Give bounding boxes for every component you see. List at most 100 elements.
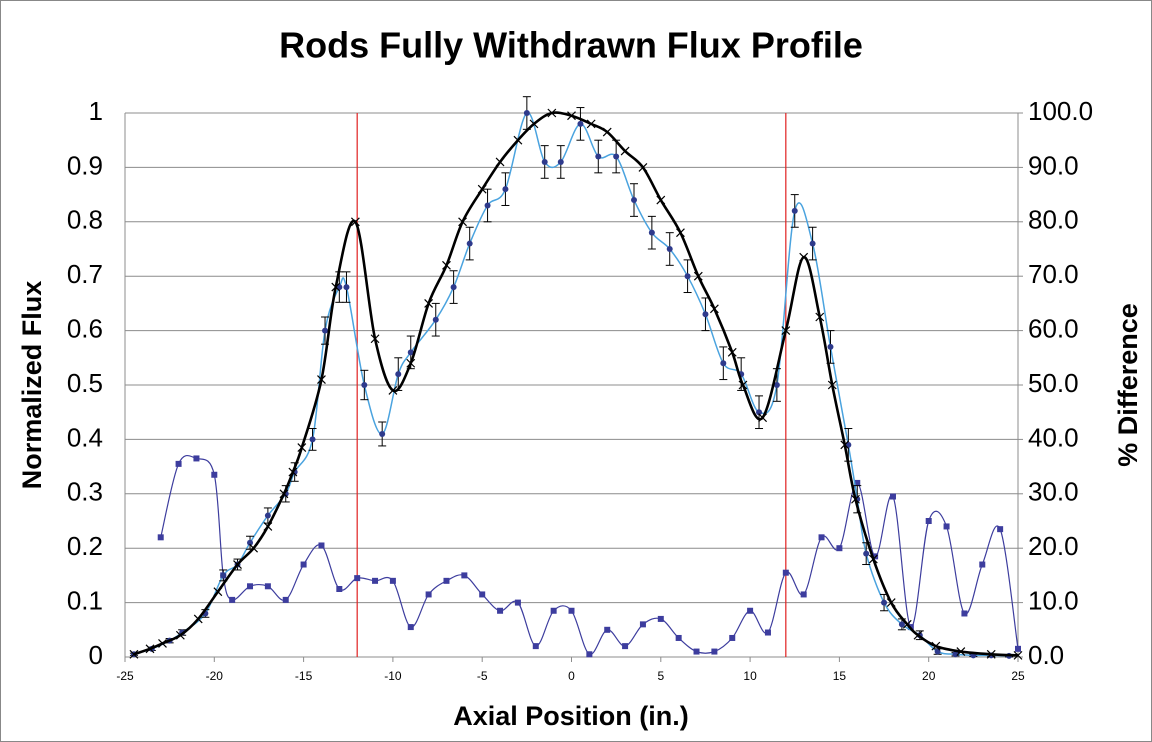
- marker: [282, 596, 289, 603]
- marker: [495, 157, 505, 167]
- marker: [720, 360, 727, 367]
- marker: [502, 186, 509, 193]
- marker: [523, 110, 530, 116]
- marker: [529, 119, 539, 129]
- y2-tick-label: 50.0: [1028, 368, 1079, 398]
- marker: [354, 575, 361, 582]
- marker: [956, 647, 966, 656]
- y-tick-label: 0: [89, 640, 103, 670]
- marker: [318, 542, 325, 549]
- y2-tick-label: 20.0: [1028, 531, 1079, 561]
- marker: [657, 615, 664, 622]
- marker: [889, 493, 896, 500]
- marker: [213, 587, 223, 597]
- x-tick-label: -15: [295, 669, 313, 683]
- marker: [702, 311, 709, 318]
- marker: [424, 298, 434, 308]
- marker: [586, 119, 596, 129]
- y-axis-title: Normalized Flux: [17, 281, 47, 490]
- chart-title: Rods Fully Withdrawn Flux Profile: [279, 25, 863, 66]
- marker: [595, 153, 602, 160]
- marker: [851, 494, 860, 504]
- marker: [479, 591, 486, 598]
- marker: [484, 202, 491, 209]
- y2-tick-label: 90.0: [1028, 150, 1079, 180]
- marker: [791, 207, 798, 214]
- marker: [952, 651, 959, 658]
- marker: [631, 197, 638, 204]
- x-tick-label: 0: [568, 669, 575, 683]
- y-tick-label: 0.3: [67, 477, 103, 507]
- marker: [395, 371, 402, 378]
- marker: [675, 634, 682, 641]
- marker: [656, 195, 666, 205]
- marker: [233, 560, 242, 569]
- marker: [931, 641, 941, 651]
- marker: [872, 553, 879, 560]
- marker: [370, 334, 380, 344]
- marker: [1015, 645, 1021, 652]
- x-tick-label: 20: [922, 669, 936, 683]
- marker: [902, 619, 912, 629]
- marker: [961, 610, 968, 617]
- marker: [279, 489, 289, 499]
- marker: [709, 304, 719, 314]
- x-tick-label: 10: [743, 669, 757, 683]
- y-tick-label: 0.9: [67, 150, 103, 180]
- marker: [547, 108, 557, 118]
- marker: [247, 583, 254, 590]
- marker: [764, 629, 771, 636]
- marker: [925, 518, 932, 524]
- marker: [193, 614, 203, 624]
- marker: [220, 572, 227, 579]
- marker: [577, 120, 584, 127]
- marker: [458, 217, 467, 227]
- y2-tick-label: 40.0: [1028, 422, 1079, 452]
- marker: [406, 358, 416, 368]
- marker: [863, 550, 870, 557]
- marker: [666, 246, 673, 252]
- marker: [568, 607, 575, 614]
- marker: [620, 146, 630, 156]
- marker: [322, 327, 329, 334]
- marker: [425, 591, 432, 598]
- marker: [613, 153, 620, 160]
- marker: [158, 638, 167, 648]
- marker: [602, 127, 612, 137]
- y2-tick-label: 70.0: [1028, 259, 1079, 289]
- marker: [443, 577, 450, 584]
- x-tick-label: -10: [384, 669, 402, 683]
- marker: [175, 460, 182, 467]
- y2-tick-label: 10.0: [1028, 585, 1079, 615]
- marker: [331, 282, 341, 292]
- y-tick-label: 0.4: [67, 422, 103, 452]
- marker: [297, 443, 307, 452]
- x-tick-label: 5: [657, 669, 664, 683]
- marker: [264, 512, 271, 519]
- marker: [567, 111, 576, 121]
- marker: [379, 430, 386, 437]
- marker: [836, 545, 843, 552]
- marker: [827, 380, 837, 390]
- marker: [129, 649, 139, 659]
- marker: [309, 436, 316, 443]
- y2-tick-label: 100.0: [1028, 96, 1093, 126]
- marker: [622, 643, 629, 650]
- marker: [193, 455, 200, 462]
- marker: [477, 184, 487, 194]
- marker: [799, 252, 809, 262]
- marker: [361, 382, 368, 388]
- marker: [249, 543, 259, 553]
- marker: [638, 162, 648, 172]
- marker: [317, 375, 326, 384]
- marker: [497, 607, 504, 614]
- marker: [840, 440, 850, 450]
- marker: [550, 607, 557, 614]
- marker: [229, 596, 236, 603]
- marker: [854, 479, 861, 486]
- x-tick-label: 25: [1011, 669, 1025, 683]
- y-tick-label: 0.8: [67, 205, 103, 235]
- marker: [979, 561, 986, 568]
